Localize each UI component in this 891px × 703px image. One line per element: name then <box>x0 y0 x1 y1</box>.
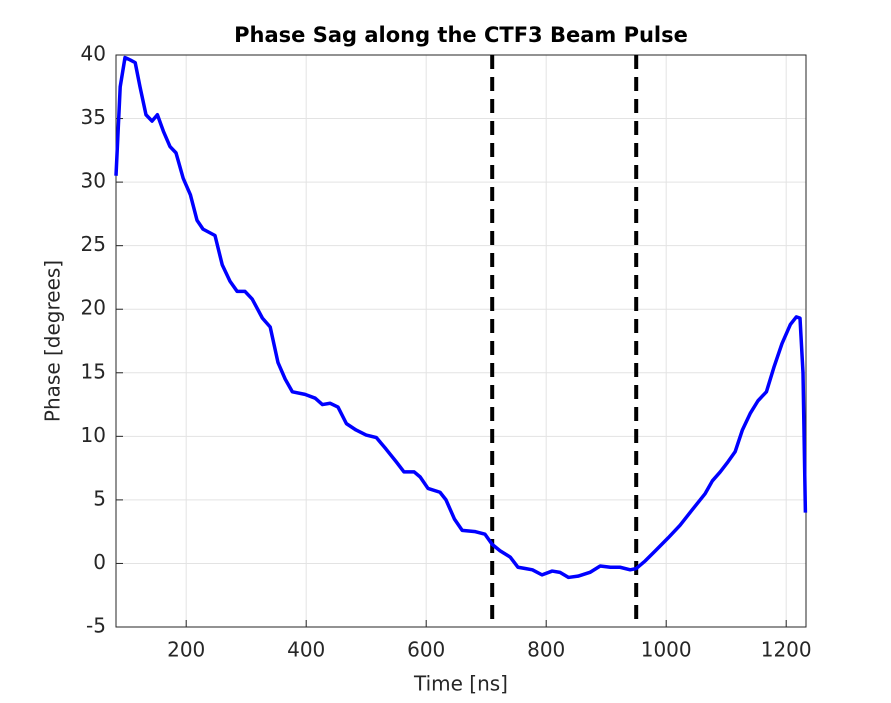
x-tick-label: 800 <box>527 638 565 662</box>
y-tick-label: 5 <box>93 486 106 510</box>
x-tick-label: 1000 <box>641 638 692 662</box>
x-tick-label: 400 <box>287 638 325 662</box>
x-tick-label: 1200 <box>761 638 812 662</box>
y-tick-label: 20 <box>81 296 106 320</box>
y-tick-label: 15 <box>81 359 106 383</box>
chart-title: Phase Sag along the CTF3 Beam Pulse <box>234 23 688 47</box>
x-tick-label: 200 <box>167 638 205 662</box>
y-tick-label: 0 <box>93 550 106 574</box>
y-tick-label: 10 <box>81 423 106 447</box>
x-axis-label: Time [ns] <box>413 672 508 696</box>
data-line <box>114 55 808 580</box>
y-tick-label: 25 <box>81 232 106 256</box>
y-tick-label: 30 <box>81 169 106 193</box>
plot-frame <box>115 54 807 628</box>
x-tick-label: 600 <box>407 638 445 662</box>
y-tick-label: 35 <box>81 105 106 129</box>
y-axis-label: Phase [degrees] <box>41 260 65 422</box>
y-tick-label: -5 <box>86 614 106 638</box>
y-tick-label: 40 <box>81 42 106 66</box>
